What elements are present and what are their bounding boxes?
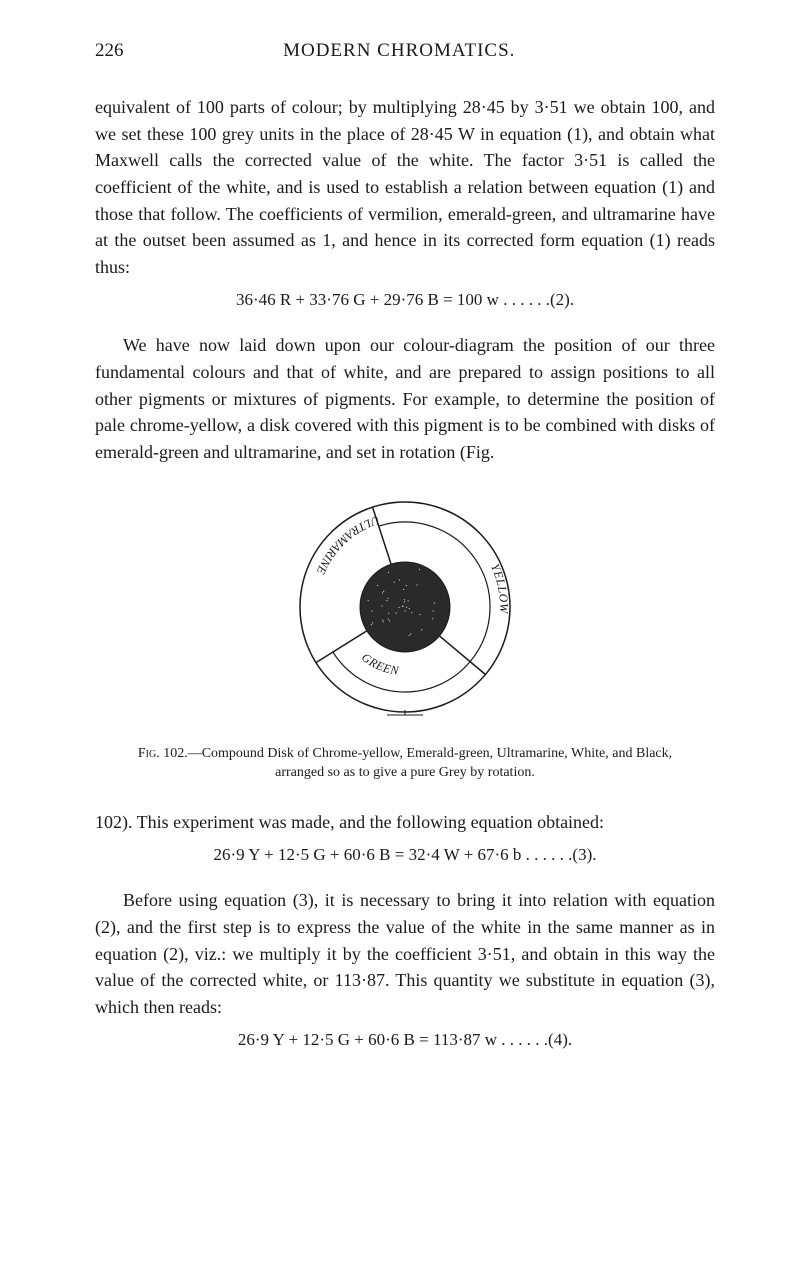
equation-4: 26·9 Y + 12·5 G + 60·6 B = 113·87 w . . …: [95, 1030, 715, 1050]
chapter-title: MODERN CHROMATICS.: [84, 40, 716, 62]
equation-3: 26·9 Y + 12·5 G + 60·6 B = 32·4 W + 67·6…: [95, 845, 715, 865]
compound-disk-figure: ULTRAMARINEYELLOWGREEN: [290, 492, 520, 722]
equation-2: 36·46 R + 33·76 G + 29·76 B = 100 w . . …: [95, 290, 715, 310]
figure-caption-prefix: Fig. 102.: [138, 746, 188, 761]
page-header: 226 MODERN CHROMATICS.: [95, 40, 715, 62]
figure-caption-text: —Compound Disk of Chrome-yellow, Emerald…: [188, 746, 672, 781]
figure-container: ULTRAMARINEYELLOWGREEN: [95, 492, 715, 722]
figure-caption: Fig. 102.—Compound Disk of Chrome-yellow…: [95, 744, 715, 783]
paragraph-2: We have now laid down upon our colour-di…: [95, 332, 715, 465]
paragraph-1: equivalent of 100 parts of colour; by mu…: [95, 94, 715, 280]
paragraph-3: 102). This experiment was made, and the …: [95, 809, 715, 836]
paragraph-4: Before using equation (3), it is necessa…: [95, 887, 715, 1020]
